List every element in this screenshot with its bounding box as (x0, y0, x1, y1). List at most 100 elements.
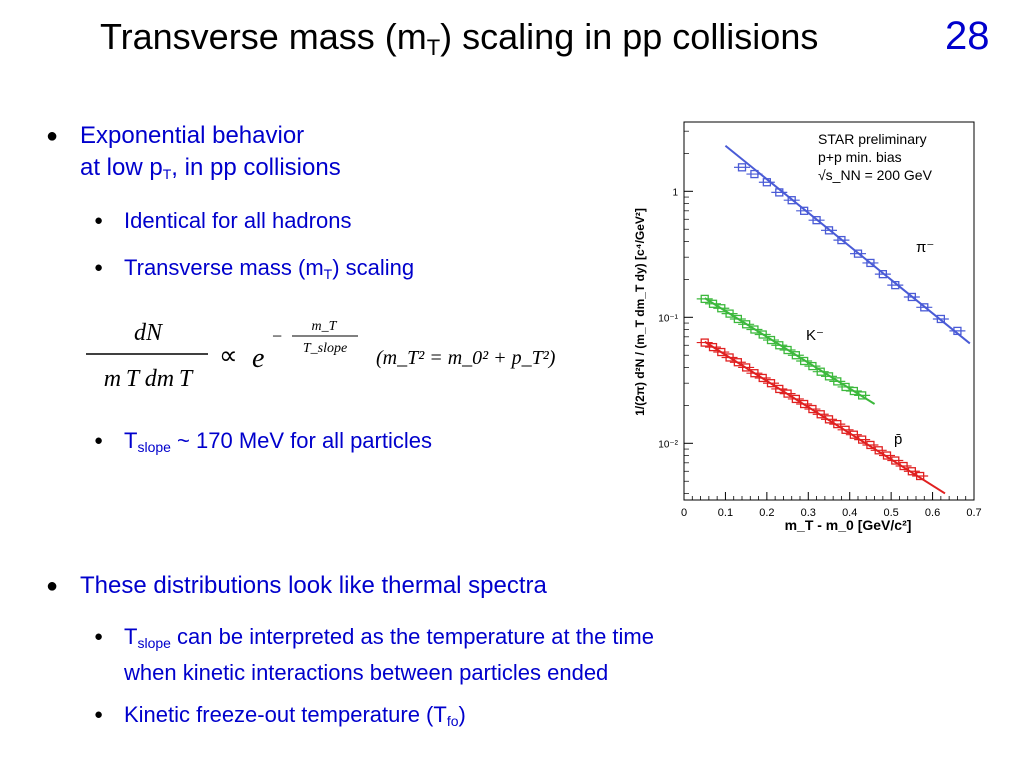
data-point (866, 440, 875, 450)
y-tick-label: 1 (672, 187, 678, 198)
data-point (750, 369, 759, 378)
data-point (824, 372, 834, 381)
data-point (766, 335, 776, 345)
bullet-exponential: ● Exponential behavior at low pT, in pp … (46, 120, 341, 190)
data-point (741, 363, 751, 372)
data-point (791, 351, 801, 360)
bullet-dot-icon: ● (94, 706, 104, 723)
data-point (717, 347, 726, 357)
data-point (799, 399, 809, 409)
data-point (741, 320, 751, 329)
bullet-thermal-spectra: ● These distributions look like thermal … (46, 570, 547, 602)
data-point (953, 326, 962, 336)
data-point (733, 314, 743, 324)
x-tick-label: 0.3 (801, 507, 816, 519)
x-tick-label: 0.4 (842, 507, 857, 519)
data-point (920, 303, 929, 312)
data-point (866, 258, 875, 268)
sub-bullet-mt-scaling: ● Transverse mass (mT) scaling (94, 255, 415, 282)
series-label-1: K⁻ (806, 327, 824, 344)
mt-scaling-formula: dN m T dm T ∝ e − m_T T_slope (m_T² = m_… (86, 319, 556, 392)
svg-text:−: − (272, 326, 282, 346)
bullet-text-line1: Exponential behavior (80, 122, 305, 149)
formula-numerator: dN (134, 320, 164, 346)
x-axis-label: m_T - m_0 [GeV/c²] (785, 517, 912, 533)
data-point (700, 294, 709, 304)
data-point (775, 341, 784, 350)
data-point (750, 169, 759, 179)
data-point (725, 353, 734, 362)
x-tick-label: 0 (681, 507, 687, 519)
data-point (857, 391, 867, 400)
data-point (841, 425, 850, 434)
data-point (775, 188, 784, 197)
x-tick-label: 0.6 (925, 507, 940, 519)
formula-exponent-numerator: m_T (312, 319, 338, 334)
data-point (775, 384, 784, 394)
bullet-dot-icon: ● (46, 575, 59, 597)
data-point (837, 235, 846, 245)
sub-bullet-freezeout: ● Kinetic freeze-out temperature (Tfo) (94, 702, 466, 729)
chart-annotation-system: p+p min. bias (818, 149, 902, 165)
sub-bullet-tslope: ● Tslope ~ 170 MeV for all particles (94, 428, 432, 455)
data-point (758, 373, 767, 383)
data-point (824, 226, 834, 235)
data-point (750, 325, 759, 334)
formula-exponent-denominator: T_slope (303, 341, 347, 356)
data-point (891, 456, 900, 465)
y-tick-label: 10⁻² (658, 439, 678, 450)
bullet-dot-icon: ● (94, 628, 104, 645)
data-point (799, 206, 809, 215)
formula-proportional: ∝ (219, 341, 238, 370)
data-point (737, 163, 747, 172)
data-point (783, 389, 792, 398)
data-point (824, 415, 834, 424)
x-tick-label: 0.1 (718, 507, 733, 519)
data-point (853, 249, 863, 258)
y-tick-label: 10⁻¹ (658, 313, 678, 324)
data-point (808, 361, 817, 371)
series-label-2: p̄ (894, 431, 902, 448)
chart-annotation-energy: √s_NN = 200 GeV (818, 167, 933, 183)
data-point (816, 410, 825, 419)
data-point (787, 196, 796, 205)
data-point (833, 377, 842, 386)
data-point (762, 178, 772, 187)
data-point (791, 394, 801, 404)
sub-bullet-identical: ● Identical for all hadrons (94, 206, 351, 236)
data-point (857, 435, 867, 444)
data-point (700, 338, 709, 347)
data-point (812, 216, 821, 225)
data-point (833, 419, 842, 429)
x-tick-label: 0.7 (966, 507, 981, 519)
x-tick-label: 0.2 (759, 507, 774, 519)
bullet-dot-icon: ● (46, 125, 59, 147)
data-point (758, 330, 767, 339)
data-point (717, 304, 726, 313)
bullet-dot-icon: ● (94, 259, 104, 276)
data-point (725, 309, 734, 318)
bullet-dot-icon: ● (94, 212, 104, 229)
data-point (733, 358, 743, 367)
sub-bullet-temperature: ● Tslope can be interpreted as the tempe… (94, 624, 654, 685)
data-point (708, 299, 718, 308)
slide-number: 28 (945, 14, 990, 58)
data-point (891, 280, 900, 290)
chart-annotation-star: STAR preliminary (818, 131, 927, 147)
data-point (808, 404, 817, 414)
x-tick-label: 0.5 (883, 507, 898, 519)
formula-exponential-base: e (252, 343, 264, 374)
data-point (799, 356, 809, 366)
data-point (915, 471, 925, 481)
bullet-text-line2: at low pT, in pp collisions (80, 154, 341, 182)
data-point (766, 379, 776, 388)
formula-denominator: m T dm T (104, 366, 194, 392)
data-point (907, 292, 917, 302)
data-point (849, 430, 859, 439)
y-axis-label: 1/(2π) d²N / (m_T dm_T dy) [c⁴/GeV²] (633, 208, 647, 416)
data-point (907, 467, 917, 476)
data-point (783, 345, 792, 355)
data-point (878, 270, 888, 279)
slide-title: Transverse mass (mT) scaling in pp colli… (100, 16, 819, 60)
data-point (936, 314, 946, 324)
